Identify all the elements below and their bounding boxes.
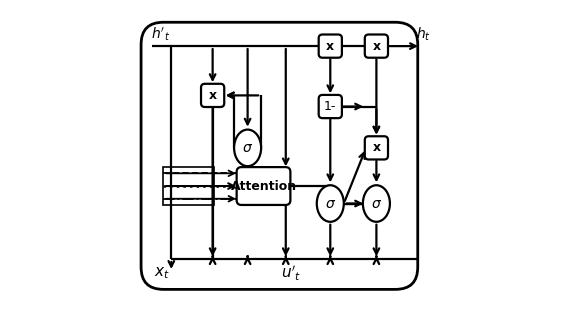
Text: $\sigma$: $\sigma$: [371, 197, 382, 211]
Text: $x_t$: $x_t$: [154, 266, 170, 281]
Text: x: x: [373, 142, 380, 154]
Text: 1-: 1-: [324, 100, 337, 113]
FancyBboxPatch shape: [141, 22, 418, 289]
FancyBboxPatch shape: [237, 167, 291, 205]
Text: x: x: [209, 89, 217, 102]
Text: $u'_t$: $u'_t$: [281, 264, 301, 283]
FancyBboxPatch shape: [365, 136, 388, 159]
Text: $\sigma$: $\sigma$: [325, 197, 336, 211]
Ellipse shape: [363, 185, 390, 222]
Text: Attention: Attention: [230, 180, 297, 192]
Text: $\sigma$: $\sigma$: [242, 141, 253, 155]
Ellipse shape: [234, 129, 261, 166]
Text: $h'_t$: $h'_t$: [151, 25, 170, 43]
FancyBboxPatch shape: [319, 34, 342, 58]
Text: $h_t$: $h_t$: [416, 25, 431, 43]
Text: x: x: [373, 40, 380, 52]
FancyBboxPatch shape: [365, 34, 388, 58]
Ellipse shape: [317, 185, 344, 222]
FancyBboxPatch shape: [201, 84, 224, 107]
Text: x: x: [326, 40, 334, 52]
FancyBboxPatch shape: [319, 95, 342, 118]
